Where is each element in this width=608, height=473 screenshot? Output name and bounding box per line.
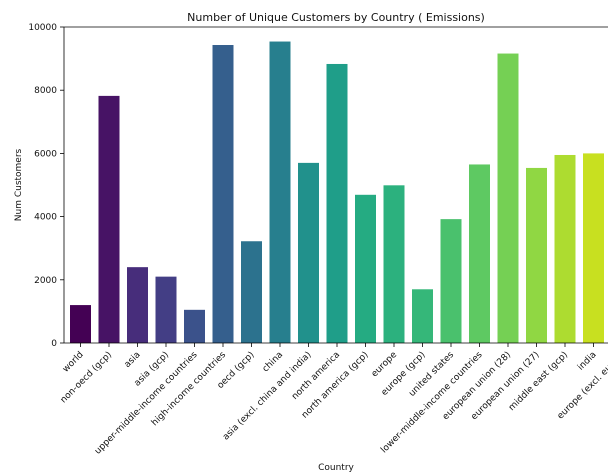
bar-asia [127,267,148,343]
y-tick-label: 2000 [34,276,57,286]
bar-europe [383,185,405,343]
bar-north-america [326,63,348,344]
x-tick-label: world [61,350,86,375]
x-tick-label: asia [123,350,143,370]
bar-europe-gcp [412,289,433,343]
bar-non-oecd-gcp [98,95,120,343]
x-axis-label: Country [318,463,354,473]
bar-european-union-27 [526,167,547,343]
y-tick-label: 4000 [34,213,57,223]
y-axis-label: Num Customers [14,148,24,221]
bar-lower-middle-income-countries [469,164,490,343]
bar-china [269,41,291,343]
x-tick-label: china [261,350,285,374]
bar-oecd-gcp [241,241,262,343]
bar-asia-gcp [155,276,177,343]
bar-world [70,305,91,343]
bar-upper-middle-income-countries [184,309,205,343]
bars [70,41,604,344]
y-tick-label: 6000 [34,149,57,159]
x-tick-label: upper-middle-income countries [93,350,200,457]
bar-asia-excl-china-and-india [298,162,319,343]
y-tick-label: 10000 [28,23,57,33]
y-tick-label: 0 [51,339,57,349]
x-tick-label: non-oecd (gcp) [59,350,114,405]
bar-india [583,153,604,343]
bar-high-income-countries [212,45,234,344]
chart-title: Number of Unique Customers by Country ( … [187,11,485,24]
bar-middle-east-gcp [554,154,576,343]
bar-north-america-gcp [355,194,376,343]
bar-european-union-28 [497,53,519,343]
x-tick-label: india [576,350,599,373]
y-tick-label: 8000 [34,86,57,96]
y-axis-ticks: 0 2000 4000 6000 8000 10000 [28,23,64,349]
bar-united-states [440,219,462,343]
